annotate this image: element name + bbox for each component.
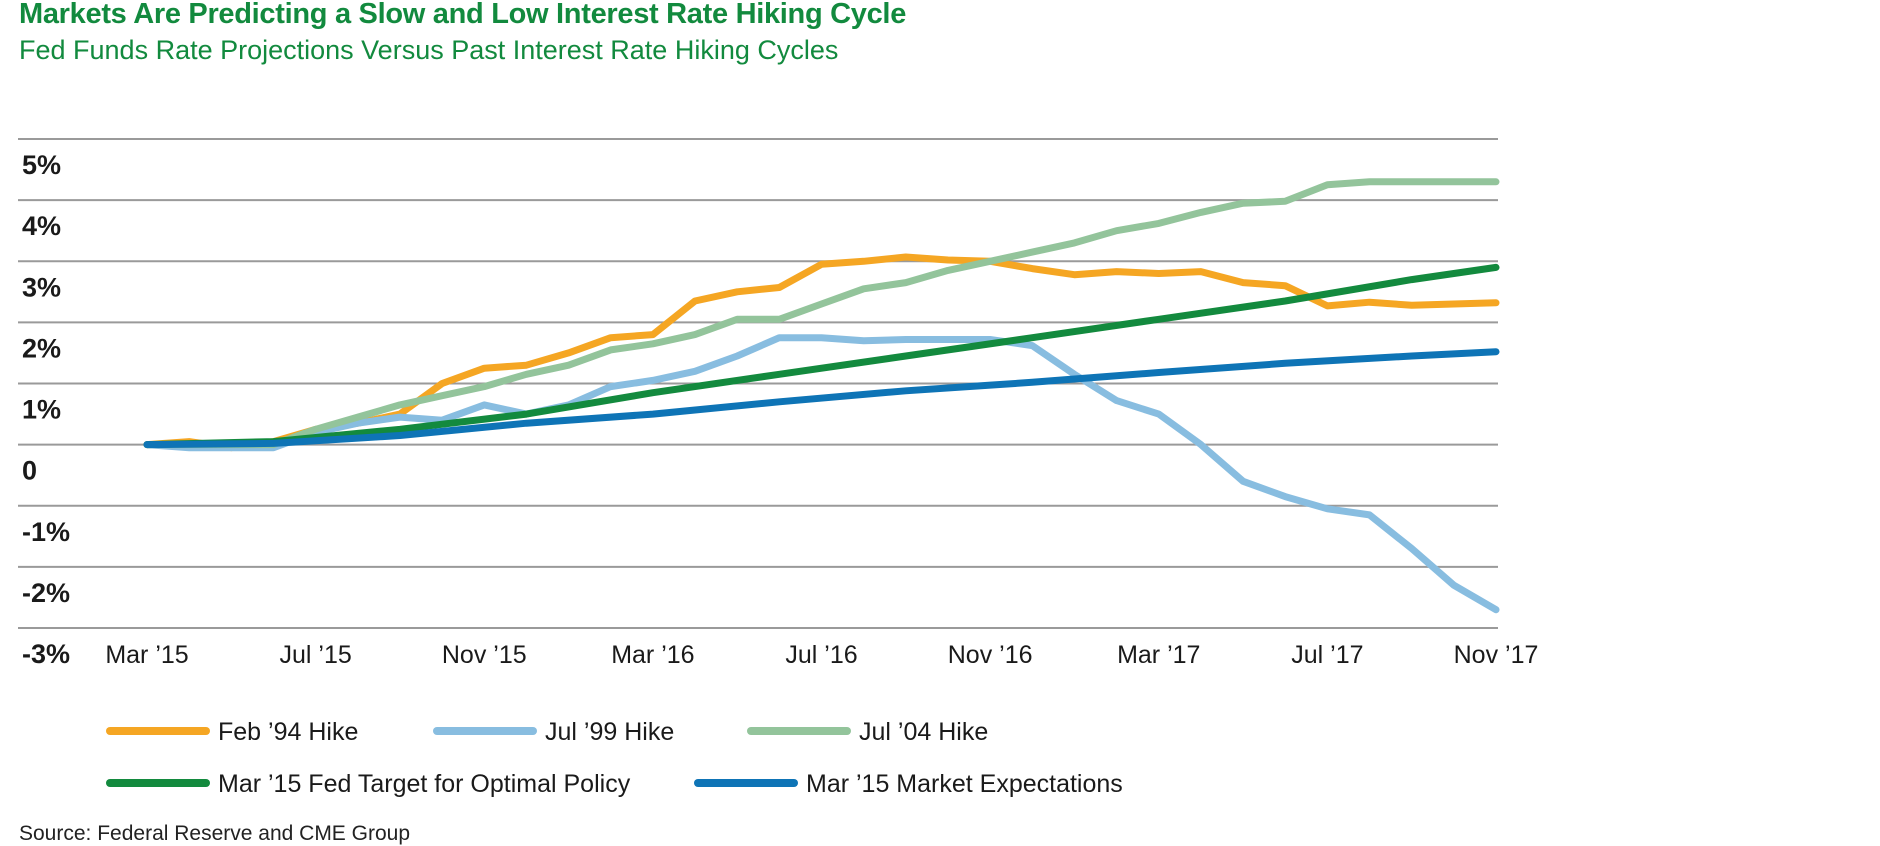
y-tick-label: -2% bbox=[22, 578, 70, 608]
series-line-5 bbox=[143, 348, 1500, 449]
x-tick-label: Mar ’17 bbox=[1117, 641, 1200, 669]
y-tick-label: 4% bbox=[22, 211, 61, 241]
x-tick-label: Nov ’15 bbox=[442, 641, 527, 669]
legend-label: Jul ’04 Hike bbox=[859, 718, 988, 746]
grid-lines bbox=[18, 138, 1498, 629]
y-tick-label: -1% bbox=[22, 517, 70, 547]
series-line-3 bbox=[143, 178, 1500, 449]
x-tick-label: Mar ’16 bbox=[611, 641, 694, 669]
y-tick-label: -3% bbox=[22, 639, 70, 669]
y-tick-label: 3% bbox=[22, 272, 61, 302]
y-tick-label: 5% bbox=[22, 150, 61, 180]
chart-title: Markets Are Predicting a Slow and Low In… bbox=[19, 0, 907, 30]
source-note: Source: Federal Reserve and CME Group bbox=[19, 822, 411, 845]
legend-label: Mar ’15 Market Expectations bbox=[806, 770, 1123, 798]
legend-label: Jul ’99 Hike bbox=[545, 718, 674, 746]
x-tick-label: Jul ’17 bbox=[1291, 641, 1363, 669]
series-line-4 bbox=[143, 263, 1500, 449]
legend-label: Mar ’15 Fed Target for Optimal Policy bbox=[218, 770, 631, 798]
series-line-2 bbox=[143, 334, 1500, 614]
chart-subtitle: Fed Funds Rate Projections Versus Past I… bbox=[19, 35, 839, 65]
x-tick-label: Nov ’16 bbox=[948, 641, 1033, 669]
x-tick-label: Nov ’17 bbox=[1454, 641, 1539, 669]
y-tick-label: 2% bbox=[22, 333, 61, 363]
x-tick-label: Mar ’15 bbox=[105, 641, 188, 669]
x-axis-ticks: Mar ’15 Jul ’15 Nov ’15 Mar ’16 Jul ’16 Nov ’… bbox=[105, 641, 1538, 669]
x-tick-label: Jul ’15 bbox=[279, 641, 351, 669]
x-tick-label: Jul ’16 bbox=[785, 641, 857, 669]
y-tick-label: 0 bbox=[22, 456, 37, 486]
legend-label: Feb ’94 Hike bbox=[218, 718, 358, 746]
y-axis-ticks: 5% 4% 3% 2% 1% 0 -1% -2% -3% bbox=[22, 150, 70, 669]
series-lines bbox=[143, 178, 1500, 614]
legend: Feb ’94 Hike Jul ’99 Hike Jul ’04 Hike Mar … bbox=[106, 718, 1123, 798]
y-tick-label: 1% bbox=[22, 395, 61, 425]
